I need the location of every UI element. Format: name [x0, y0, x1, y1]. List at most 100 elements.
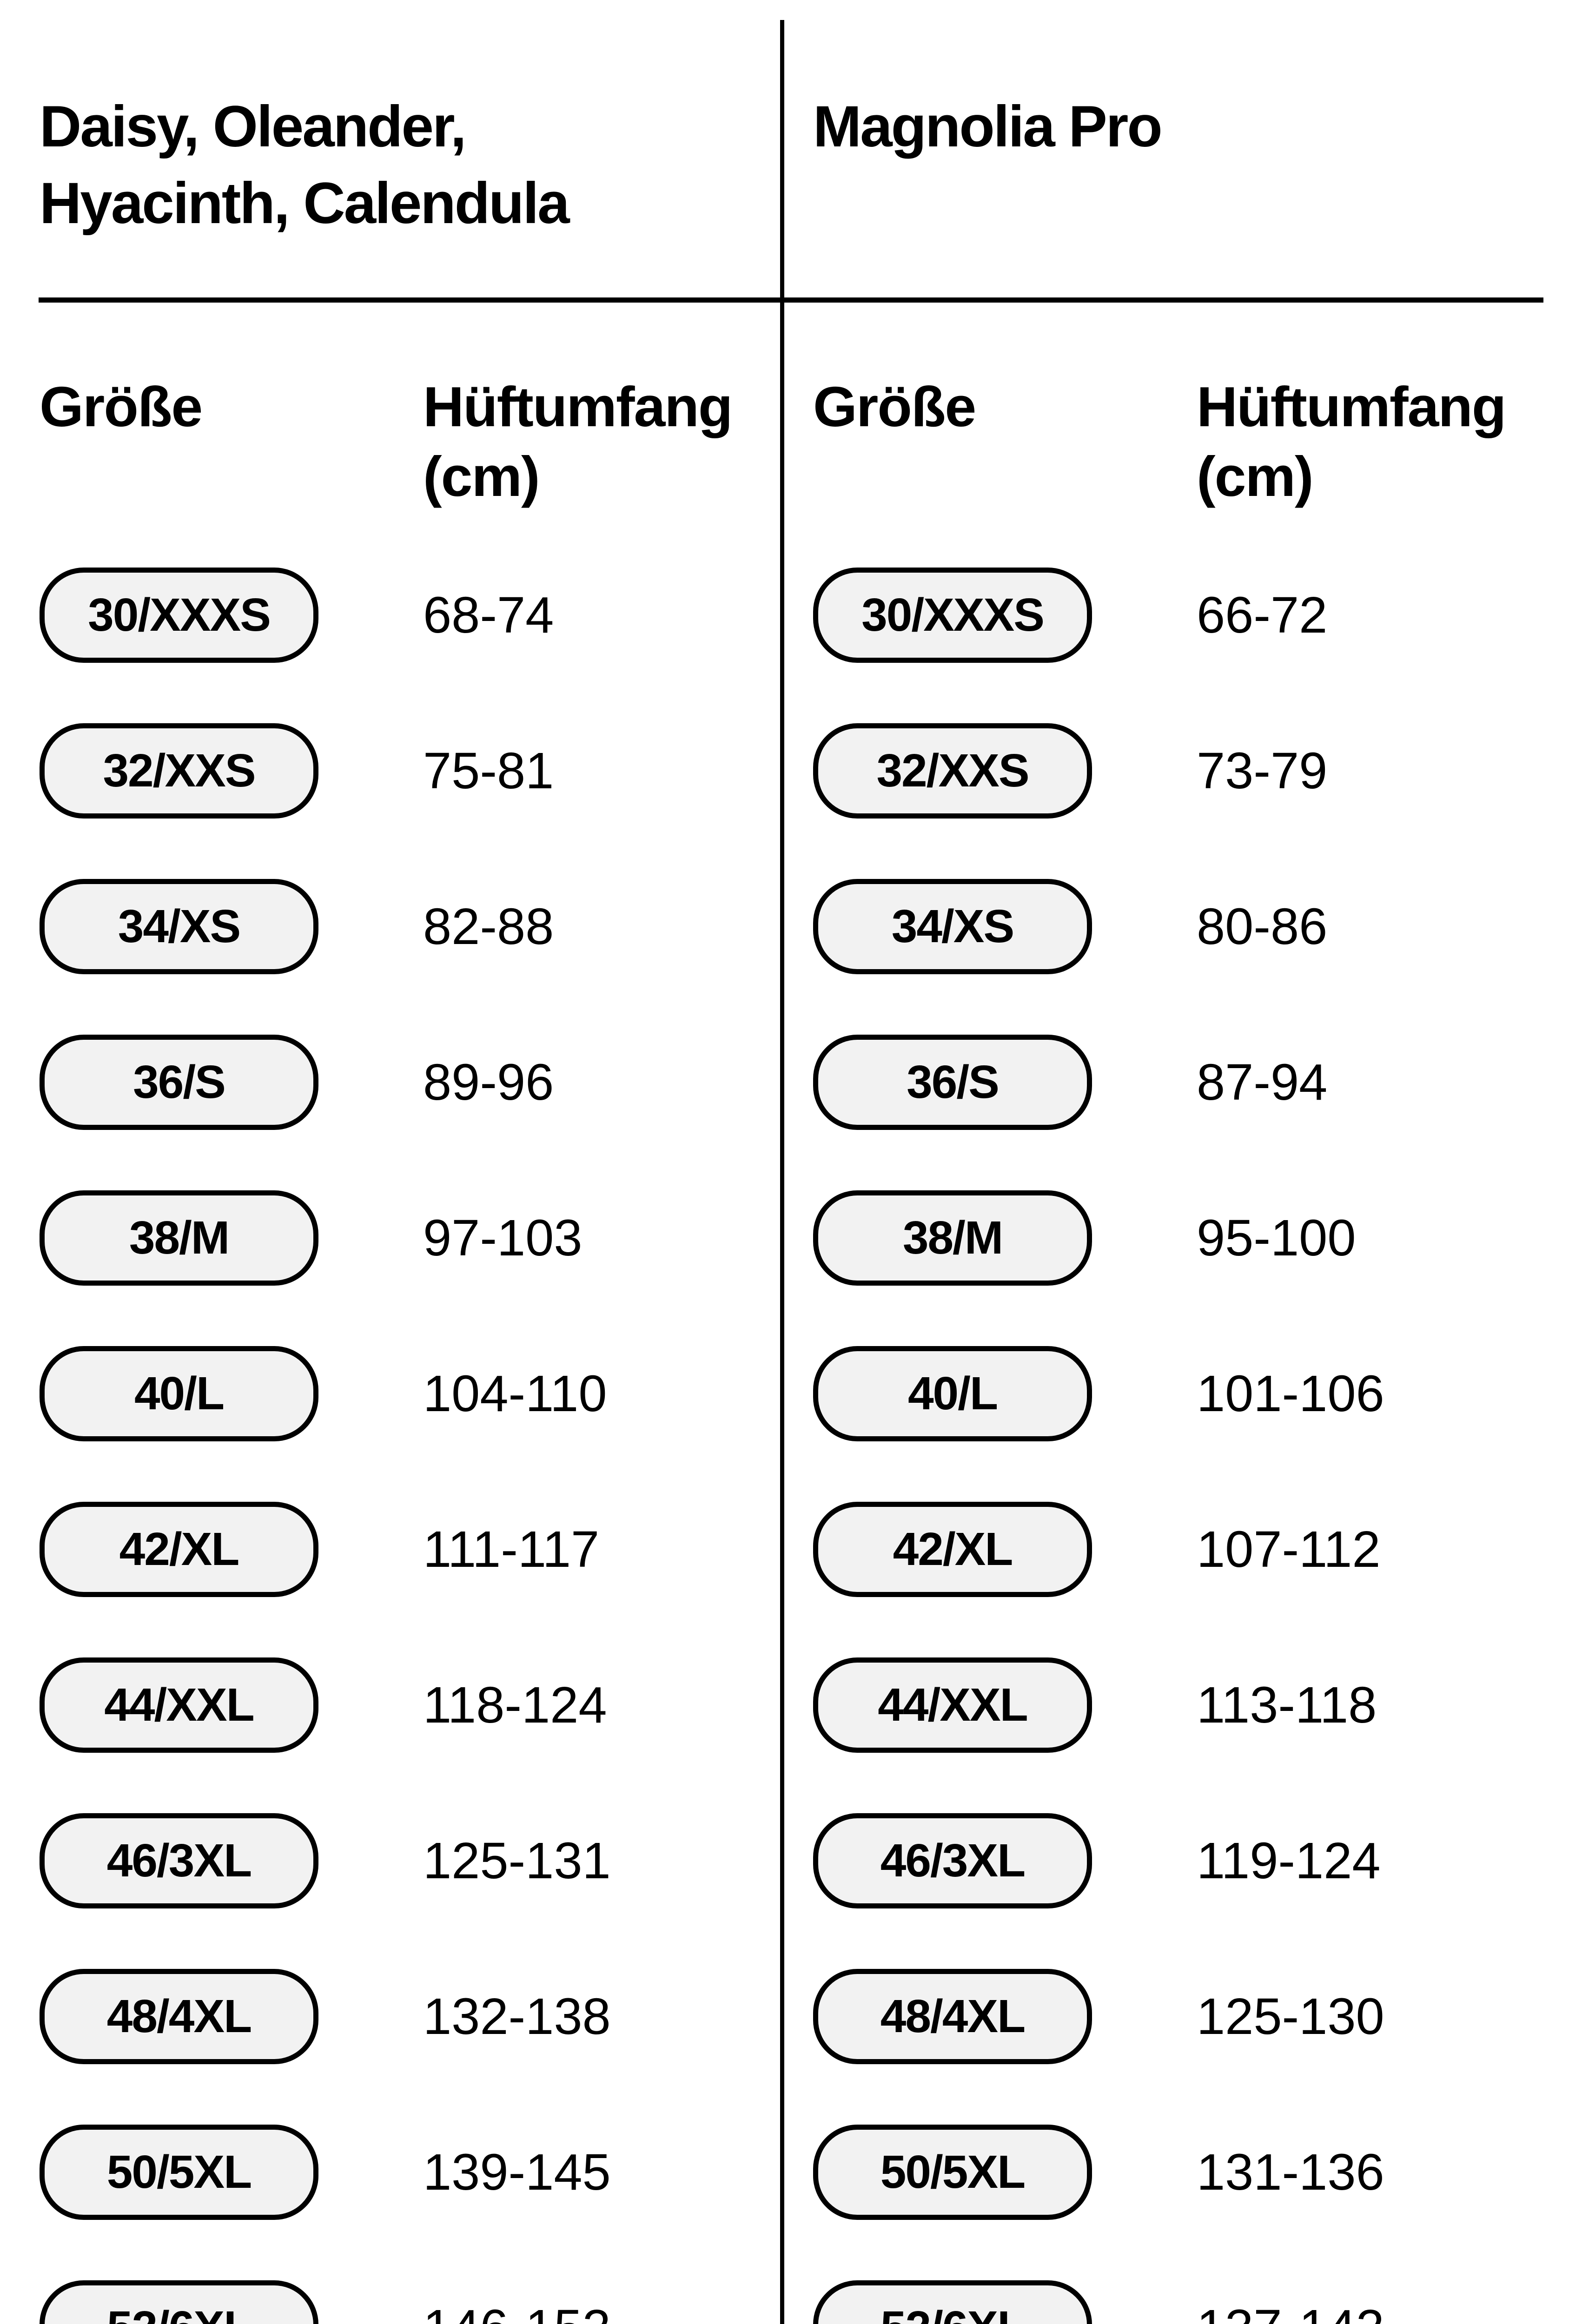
size-row: 34/XS 82-88 — [40, 849, 611, 1004]
size-row: 36/S 87-94 — [813, 1004, 1384, 1160]
size-column-header: Größe — [813, 375, 976, 438]
size-row: 48/4XL 132-138 — [40, 1939, 611, 2094]
size-pill: 36/S — [40, 1035, 318, 1130]
size-pill: 36/S — [813, 1035, 1092, 1130]
size-row: 50/5XL 139-145 — [40, 2094, 611, 2250]
size-pill: 52/6XL — [813, 2280, 1092, 2324]
hip-range-value: 104-110 — [423, 1365, 607, 1422]
hip-range-value: 80-86 — [1197, 898, 1328, 955]
hip-range-value: 66-72 — [1197, 587, 1328, 644]
size-label: 48/4XL — [106, 1990, 252, 2042]
size-pill: 48/4XL — [813, 1969, 1092, 2064]
size-label: 48/4XL — [880, 1990, 1026, 2042]
section-title: Magnolia Pro — [813, 88, 1163, 165]
size-label: 36/S — [907, 1056, 1000, 1108]
size-row: 50/5XL 131-136 — [813, 2094, 1384, 2250]
size-row: 48/4XL 125-130 — [813, 1939, 1384, 2094]
hip-range-value: 73-79 — [1197, 742, 1328, 799]
column-divider-line — [780, 20, 784, 2324]
hip-range-value: 125-131 — [423, 1832, 611, 1889]
size-label: 52/6XL — [107, 2301, 252, 2324]
section-title-line2: Hyacinth, Calendula — [40, 171, 570, 236]
size-row: 38/M 95-100 — [813, 1160, 1384, 1316]
size-pill: 30/XXXS — [40, 568, 318, 663]
hip-range-value: 146-152 — [423, 2298, 611, 2324]
size-row: 52/6XL 146-152 — [40, 2250, 611, 2324]
size-row: 46/3XL 119-124 — [813, 1783, 1384, 1939]
size-label: 50/5XL — [106, 2146, 252, 2198]
size-label: 38/M — [902, 1212, 1003, 1264]
size-row: 40/L 104-110 — [40, 1316, 611, 1472]
size-row: 30/XXXS 66-72 — [813, 537, 1384, 693]
hip-range-value: 107-112 — [1197, 1521, 1381, 1578]
section-magnolia-pro: Magnolia Pro Größe Hüftumfang (cm) 30/XX… — [784, 0, 1569, 2324]
hip-column-header-line1: Hüftumfang — [423, 375, 733, 438]
size-row: 40/L 101-106 — [813, 1316, 1384, 1472]
hip-column-header-line2: (cm) — [1197, 445, 1314, 508]
hip-column-header: Hüftumfang (cm) — [423, 372, 733, 511]
size-label: 42/XL — [119, 1523, 240, 1575]
size-label: 32/XXS — [103, 745, 256, 797]
size-pill: 38/M — [813, 1190, 1092, 1286]
size-pill: 44/XXL — [813, 1657, 1092, 1753]
size-pill: 34/XS — [40, 879, 318, 974]
hip-column-header-line2: (cm) — [423, 445, 540, 508]
size-row: 32/XXS 73-79 — [813, 693, 1384, 849]
size-row: 32/XXS 75-81 — [40, 693, 611, 849]
size-label: 32/XXS — [876, 745, 1029, 797]
header-rule-line — [39, 297, 1543, 303]
size-row: 36/S 89-96 — [40, 1004, 611, 1160]
hip-range-value: 125-130 — [1197, 1988, 1384, 2045]
hip-range-value: 113-118 — [1197, 1677, 1377, 1734]
size-row: 44/XXL 113-118 — [813, 1627, 1384, 1783]
hip-column-header-line1: Hüftumfang — [1197, 375, 1506, 438]
hip-range-value: 89-96 — [423, 1054, 554, 1111]
size-label: 44/XXL — [104, 1679, 254, 1731]
size-pill: 44/XXL — [40, 1657, 318, 1753]
section-title: Daisy, Oleander, Hyacinth, Calendula — [40, 88, 570, 242]
section-title-line1: Magnolia Pro — [813, 94, 1163, 159]
size-rows: 30/XXXS 66-72 32/XXS 73-79 34/XS 80-86 3… — [813, 537, 1384, 2324]
hip-range-value: 119-124 — [1197, 1832, 1381, 1889]
size-rows: 30/XXXS 68-74 32/XXS 75-81 34/XS 82-88 3… — [40, 537, 611, 2324]
size-pill: 40/L — [40, 1346, 318, 1441]
size-label: 44/XXL — [878, 1679, 1028, 1731]
size-label: 30/XXXS — [88, 589, 271, 641]
hip-column-header: Hüftumfang (cm) — [1197, 372, 1506, 511]
hip-range-value: 101-106 — [1197, 1365, 1384, 1422]
size-pill: 48/4XL — [40, 1969, 318, 2064]
hip-range-value: 97-103 — [423, 1209, 583, 1267]
size-pill: 46/3XL — [813, 1813, 1092, 1908]
size-label: 34/XS — [118, 900, 241, 952]
size-label: 52/6XL — [880, 2301, 1026, 2324]
size-column-header: Größe — [40, 375, 203, 438]
size-label: 46/3XL — [106, 1835, 252, 1887]
size-pill: 50/5XL — [813, 2125, 1092, 2220]
hip-range-value: 68-74 — [423, 587, 554, 644]
size-label: 38/M — [129, 1212, 230, 1264]
size-label: 40/L — [134, 1367, 225, 1419]
size-pill: 50/5XL — [40, 2125, 318, 2220]
size-label: 42/XL — [893, 1523, 1013, 1575]
hip-range-value: 118-124 — [423, 1677, 607, 1734]
column-headers: Größe Hüftumfang (cm) — [813, 372, 1506, 511]
size-pill: 34/XS — [813, 879, 1092, 974]
size-pill: 52/6XL — [40, 2280, 318, 2324]
column-headers: Größe Hüftumfang (cm) — [40, 372, 733, 511]
size-pill: 42/XL — [813, 1502, 1092, 1597]
size-label: 50/5XL — [880, 2146, 1026, 2198]
size-row: 34/XS 80-86 — [813, 849, 1384, 1004]
section-daisy-oleander: Daisy, Oleander, Hyacinth, Calendula Grö… — [0, 0, 780, 2324]
size-row: 42/XL 107-112 — [813, 1472, 1384, 1627]
hip-range-value: 82-88 — [423, 898, 554, 955]
size-row: 30/XXXS 68-74 — [40, 537, 611, 693]
hip-range-value: 131-136 — [1197, 2144, 1384, 2201]
size-row: 52/6XL 137-142 — [813, 2250, 1384, 2324]
size-row: 38/M 97-103 — [40, 1160, 611, 1316]
size-row: 44/XXL 118-124 — [40, 1627, 611, 1783]
hip-range-value: 137-142 — [1197, 2298, 1384, 2324]
section-title-line1: Daisy, Oleander, — [40, 94, 466, 159]
size-row: 46/3XL 125-131 — [40, 1783, 611, 1939]
hip-range-value: 132-138 — [423, 1988, 611, 2045]
